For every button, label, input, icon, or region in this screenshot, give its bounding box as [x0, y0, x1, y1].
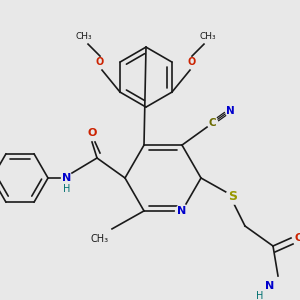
- Text: H: H: [256, 291, 264, 300]
- Text: CH₃: CH₃: [76, 32, 92, 40]
- Text: N: N: [177, 206, 187, 216]
- Text: O: O: [188, 57, 196, 67]
- Text: N: N: [266, 281, 274, 291]
- Text: CH₃: CH₃: [91, 234, 109, 244]
- Text: C: C: [208, 118, 216, 128]
- Text: S: S: [229, 190, 238, 202]
- Text: O: O: [294, 233, 300, 243]
- Text: N: N: [226, 106, 234, 116]
- Text: O: O: [96, 57, 104, 67]
- Text: O: O: [87, 128, 97, 138]
- Text: CH₃: CH₃: [200, 32, 216, 40]
- Text: N: N: [62, 173, 72, 183]
- Text: H: H: [63, 184, 71, 194]
